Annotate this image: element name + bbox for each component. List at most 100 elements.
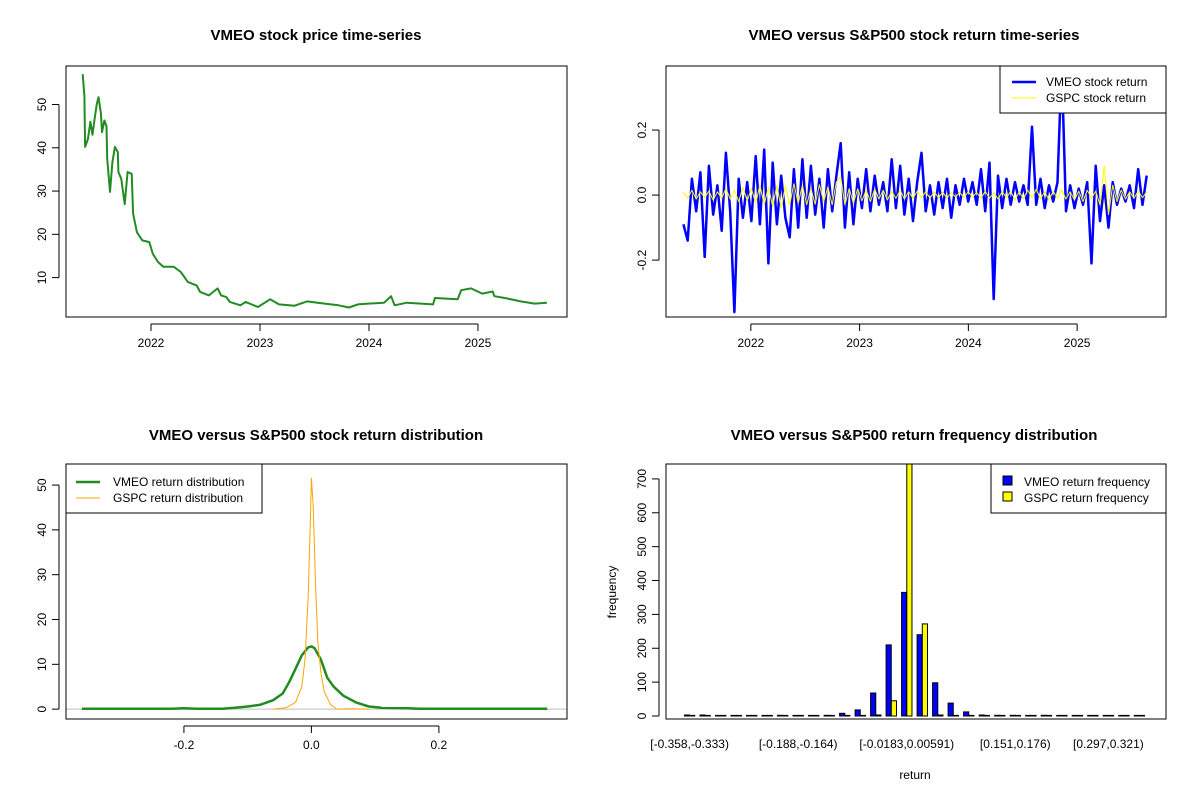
y-tick-label: 0.0	[635, 186, 649, 203]
y-tick-label: 10	[35, 657, 49, 671]
y-tick-label: 400	[635, 570, 649, 590]
vmeo-bar	[699, 714, 706, 717]
return-frequency-chart: VMEO versus S&P500 return frequency dist…	[605, 427, 1167, 782]
x-tick-label: [-0.0183,0.00591)	[859, 737, 954, 751]
vmeo-bar	[916, 634, 923, 717]
vmeo-bar	[1087, 714, 1094, 717]
y-tick-label: -0.2	[635, 249, 649, 270]
gspc-bar	[704, 714, 711, 717]
gspc-bar	[937, 714, 944, 717]
gspc-bar	[983, 714, 990, 717]
legend-label-gspc: GSPC return distribution	[113, 491, 243, 505]
vmeo-bar	[1071, 714, 1078, 717]
y-tick-label: 40	[35, 523, 49, 537]
legend-label-vmeo: VMEO stock return	[1046, 75, 1147, 89]
chart-title: VMEO versus S&P500 return frequency dist…	[731, 427, 1098, 444]
chart-title: VMEO versus S&P500 stock return time-ser…	[749, 27, 1080, 44]
gspc-bar	[968, 714, 975, 717]
axes: [-0.358,-0.333) [-0.188,-0.164) [-0.0183,0…	[635, 469, 1144, 751]
price-chart: VMEO stock price time-series 2022 2023 202…	[35, 27, 568, 350]
vmeo-bar	[1056, 714, 1063, 717]
legend-label-gspc: GSPC stock return	[1046, 91, 1146, 105]
vmeo-bar	[1118, 714, 1125, 717]
legend: VMEO return distribution GSPC return dis…	[65, 463, 263, 514]
y-tick-label: 50	[35, 478, 49, 492]
vmeo-bar	[1009, 714, 1016, 717]
gspc-bar	[689, 714, 696, 717]
x-tick-label: 2022	[737, 336, 764, 350]
legend-label-vmeo: VMEO return distribution	[113, 475, 244, 489]
plot-area	[684, 464, 1146, 717]
gspc-return-line	[682, 165, 1148, 216]
vmeo-bar	[746, 714, 753, 717]
y-tick-label: 40	[35, 141, 49, 155]
vmeo-bar	[823, 714, 830, 717]
y-axis-label: frequency	[605, 566, 619, 619]
vmeo-bar	[1025, 714, 1032, 717]
chart-title: VMEO stock price time-series	[211, 27, 422, 44]
return-timeseries-chart: VMEO versus S&P500 stock return time-ser…	[635, 27, 1167, 350]
x-tick-label: 2025	[465, 336, 492, 350]
gspc-bar	[1076, 714, 1084, 717]
y-tick-label: 100	[635, 672, 649, 692]
gspc-bar	[813, 714, 820, 717]
y-tick-label: 300	[635, 604, 649, 624]
y-tick-label: 20	[35, 613, 49, 627]
vmeo-return-line	[682, 66, 1148, 314]
return-distribution-chart: VMEO versus S&P500 stock return distribu…	[35, 427, 568, 752]
vmeo-bar	[808, 714, 815, 717]
x-axis-label: return	[899, 768, 930, 782]
x-tick-label: 2024	[955, 336, 982, 350]
vmeo-bar	[885, 644, 892, 717]
y-tick-label: 10	[35, 271, 49, 285]
vmeo-bar	[870, 692, 877, 717]
gspc-bar	[1045, 714, 1053, 717]
y-tick-label: 700	[635, 469, 649, 489]
x-tick-label: 0.2	[431, 738, 448, 752]
x-tick-label: [0.297,0.321)	[1073, 737, 1144, 751]
legend-label-gspc: GSPC return frequency	[1024, 491, 1149, 505]
gspc-bar	[1092, 714, 1099, 717]
gspc-bar	[844, 714, 851, 717]
vmeo-bar	[932, 682, 939, 717]
x-tick-label: 2023	[247, 336, 274, 350]
gspc-bar	[906, 464, 913, 717]
legend-swatch-gspc	[1002, 491, 1013, 502]
vmeo-bar	[684, 714, 691, 717]
gspc-bar	[921, 623, 928, 717]
y-tick-label: 30	[35, 568, 49, 582]
x-tick-label: 0.0	[303, 738, 320, 752]
vmeo-bar	[777, 714, 784, 717]
gspc-bar	[999, 714, 1006, 717]
chart-title: VMEO versus S&P500 stock return distribu…	[149, 427, 483, 444]
plot-area	[81, 74, 547, 309]
plot-frame	[665, 463, 1167, 720]
gspc-bar	[890, 700, 897, 717]
legend-box	[999, 65, 1167, 114]
gspc-bar	[735, 714, 742, 717]
price-line	[81, 74, 547, 309]
gspc-bar	[751, 714, 758, 717]
plot-area	[682, 66, 1148, 314]
gspc-bar	[875, 714, 882, 717]
x-tick-label: 2022	[138, 336, 165, 350]
vmeo-bar	[963, 711, 970, 717]
x-tick-label: 2023	[846, 336, 873, 350]
x-tick-label: [-0.188,-0.164)	[759, 737, 838, 751]
vmeo-bar	[854, 709, 861, 717]
vmeo-bar	[901, 591, 908, 717]
plot-frame	[65, 65, 568, 318]
legend-box	[990, 463, 1167, 514]
gspc-bar	[1014, 714, 1021, 717]
legend: VMEO stock return GSPC stock return	[999, 65, 1167, 114]
gspc-bar	[720, 714, 727, 717]
gspc-bar	[859, 714, 866, 717]
plot-frame	[665, 65, 1167, 318]
gspc-bar	[1107, 714, 1115, 717]
legend: VMEO return frequency GSPC return freque…	[990, 463, 1167, 514]
gspc-bar	[1123, 714, 1130, 717]
vmeo-bar	[761, 714, 768, 717]
vmeo-bar	[947, 702, 954, 717]
vmeo-bar	[715, 714, 722, 717]
